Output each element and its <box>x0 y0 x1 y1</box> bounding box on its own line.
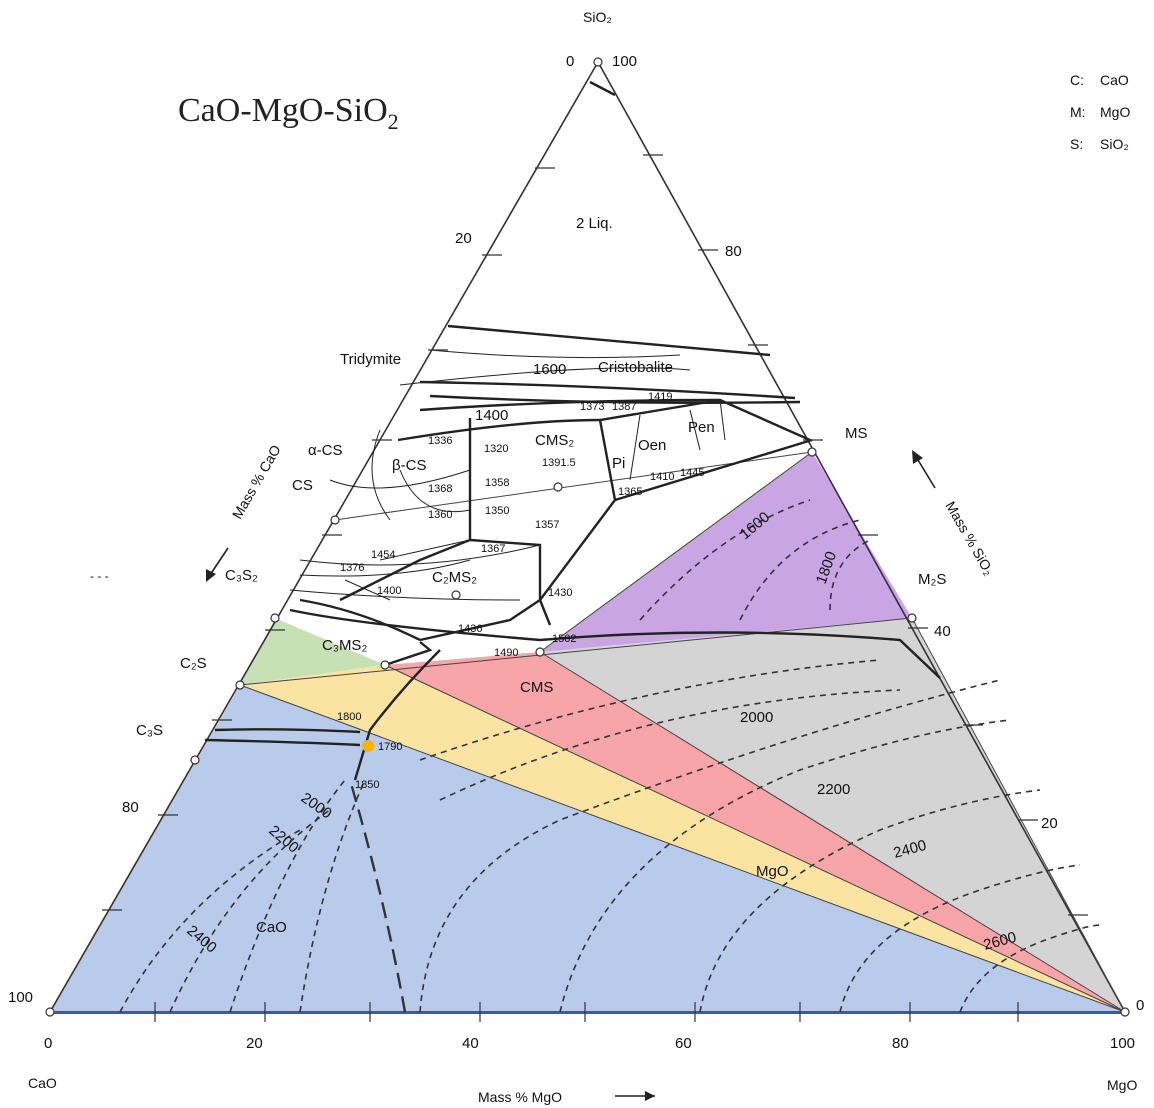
temp-1391-5: 1391.5 <box>542 457 576 469</box>
temp-1376: 1376 <box>340 562 364 574</box>
temp-1454: 1454 <box>371 549 395 561</box>
isotherm-label-1400: 1400 <box>475 407 508 424</box>
label-cs: CS <box>292 477 313 494</box>
label-c3ms2: C₃MS₂ <box>322 637 367 654</box>
legend: C: CaO M: MgO S: SiO₂ <box>1070 64 1130 160</box>
tick-right-40: 40 <box>934 623 951 640</box>
axis-right-title: Mass % SiO₂ <box>942 499 997 578</box>
tick-right-20: 20 <box>1041 815 1058 832</box>
label-cao: CaO <box>256 919 287 936</box>
vertex-top-label: SiO₂ <box>583 9 612 25</box>
label-c2s: C₂S <box>180 655 207 672</box>
arrow-right-head-icon <box>912 450 923 464</box>
tick-bottom-100: 100 <box>1110 1035 1135 1052</box>
temp-1387: 1387 <box>612 401 636 413</box>
label-alpha-cs: α-CS <box>308 442 343 459</box>
tick-right-0: 0 <box>1136 997 1144 1014</box>
label-c3s2: C₃S₂ <box>225 567 258 584</box>
temp-1850: 1850 <box>355 779 379 791</box>
temp-1368: 1368 <box>428 483 452 495</box>
temp-1357: 1357 <box>535 519 559 531</box>
temp-1365: 1365 <box>618 486 642 498</box>
isotherm-label-1600-top: 1600 <box>533 361 566 378</box>
temp-1336: 1336 <box>428 435 452 447</box>
blue-field <box>50 685 1125 1012</box>
vertex-left-label: CaO <box>28 1075 57 1091</box>
orange-point <box>362 740 374 752</box>
stray-mark: - - - <box>90 569 109 583</box>
isotherm-lines <box>119 499 1101 1013</box>
tick-bottom-40: 40 <box>462 1035 479 1052</box>
diagram-title: CaO-MgO-SiO2 <box>178 92 399 135</box>
title-subscript: 2 <box>387 108 399 134</box>
temp-1360: 1360 <box>428 509 452 521</box>
yellow-field <box>240 665 1125 1012</box>
label-pi: Pi <box>612 455 625 472</box>
isotherm-label-2200-right: 2200 <box>817 781 850 798</box>
temp-1400-low: 1400 <box>377 585 401 597</box>
green-field <box>240 618 385 685</box>
title-main: CaO-MgO-SiO <box>178 92 388 129</box>
legend-item-m: M: MgO <box>1070 104 1131 120</box>
label-c2ms2: C₂MS₂ <box>432 569 477 586</box>
label-cristobalite: Cristobalite <box>598 359 673 376</box>
tick-bottom-0: 0 <box>44 1035 52 1052</box>
axis-tick-marks <box>102 154 1088 1022</box>
axis-left-title: Mass % CaO <box>229 442 284 522</box>
label-cms2: CMS₂ <box>535 432 574 449</box>
temp-1367: 1367 <box>481 543 505 555</box>
vertex-right-label: MgO <box>1107 1077 1137 1093</box>
label-mgo: MgO <box>756 863 789 880</box>
isotherm-label-1800-left: 1800 <box>337 711 361 723</box>
tick-left-80: 80 <box>122 799 139 816</box>
thin-boundaries <box>289 349 726 601</box>
temp-1790: 1790 <box>378 741 402 753</box>
temp-1445: 1445 <box>680 467 704 479</box>
axis-bottom-title: Mass % MgO <box>478 1089 562 1105</box>
tick-right-100: 100 <box>612 53 637 70</box>
temp-1419: 1419 <box>648 391 672 403</box>
tick-left-0: 0 <box>566 53 574 70</box>
isotherm-label-2000-right: 2000 <box>740 709 773 726</box>
red-field <box>385 652 1125 1012</box>
label-ms: MS <box>845 425 868 442</box>
label-c3s: C₃S <box>136 722 163 739</box>
label-two-liquid: 2 Liq. <box>576 215 613 232</box>
label-pen: Pen <box>688 419 715 436</box>
label-cms: CMS <box>520 679 553 696</box>
label-beta-cs: β-CS <box>392 457 426 474</box>
temp-1358: 1358 <box>485 477 509 489</box>
boundary-dashed <box>348 779 407 1013</box>
compound-points <box>45 57 1130 1017</box>
temp-1430: 1430 <box>548 587 572 599</box>
arrow-left-head-icon <box>206 569 216 582</box>
label-oen: Oen <box>638 437 666 454</box>
temp-1320: 1320 <box>484 443 508 455</box>
tick-right-80: 80 <box>725 243 742 260</box>
liquidus-boundaries <box>204 80 941 781</box>
temp-1502: 1502 <box>552 633 576 645</box>
label-tridymite: Tridymite <box>340 351 401 368</box>
arrow-bottom-head-icon <box>645 1091 655 1101</box>
label-m2s: M₂S <box>918 571 946 588</box>
tick-bottom-20: 20 <box>246 1035 263 1052</box>
temp-1490: 1490 <box>494 647 518 659</box>
temp-1350: 1350 <box>485 505 509 517</box>
tick-left-20: 20 <box>455 230 472 247</box>
temp-1410: 1410 <box>650 471 674 483</box>
temp-1436: 1436 <box>458 623 482 635</box>
purple-field <box>540 452 912 652</box>
tick-bottom-80: 80 <box>892 1035 909 1052</box>
legend-item-s: S: SiO₂ <box>1070 136 1129 152</box>
temp-1373: 1373 <box>580 401 604 413</box>
grey-field <box>540 618 1125 1012</box>
tick-left-100: 100 <box>8 989 33 1006</box>
legend-item-c: C: CaO <box>1070 72 1129 88</box>
tick-bottom-60: 60 <box>675 1035 692 1052</box>
